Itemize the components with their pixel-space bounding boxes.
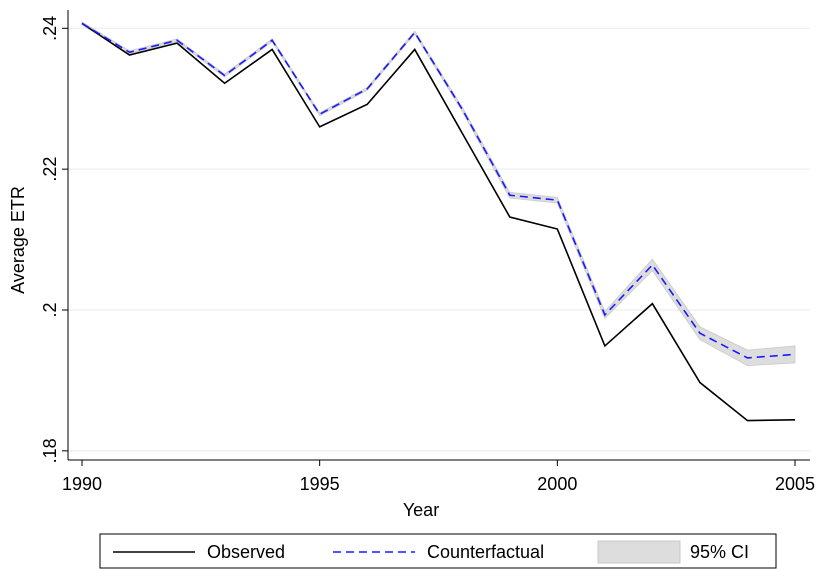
x-tick-label: 2000 (537, 474, 577, 494)
x-tick-label: 1990 (62, 474, 102, 494)
y-axis-label: Average ETR (8, 186, 28, 294)
legend-label: Counterfactual (427, 542, 544, 562)
y-tick-label: .2 (40, 302, 60, 317)
y-tick-label: .24 (40, 16, 60, 41)
line (81, 22, 796, 359)
x-axis-label: Year (403, 500, 439, 520)
legend-swatch (597, 540, 681, 564)
legend-label: Observed (207, 542, 285, 562)
x-tick-label: 2005 (775, 474, 815, 494)
line (81, 22, 796, 422)
ci-band (81, 21, 796, 367)
x-tick-label: 1995 (300, 474, 340, 494)
y-tick-label: .22 (40, 157, 60, 182)
legend-label: 95% CI (690, 542, 749, 562)
y-tick-label: .18 (40, 438, 60, 463)
